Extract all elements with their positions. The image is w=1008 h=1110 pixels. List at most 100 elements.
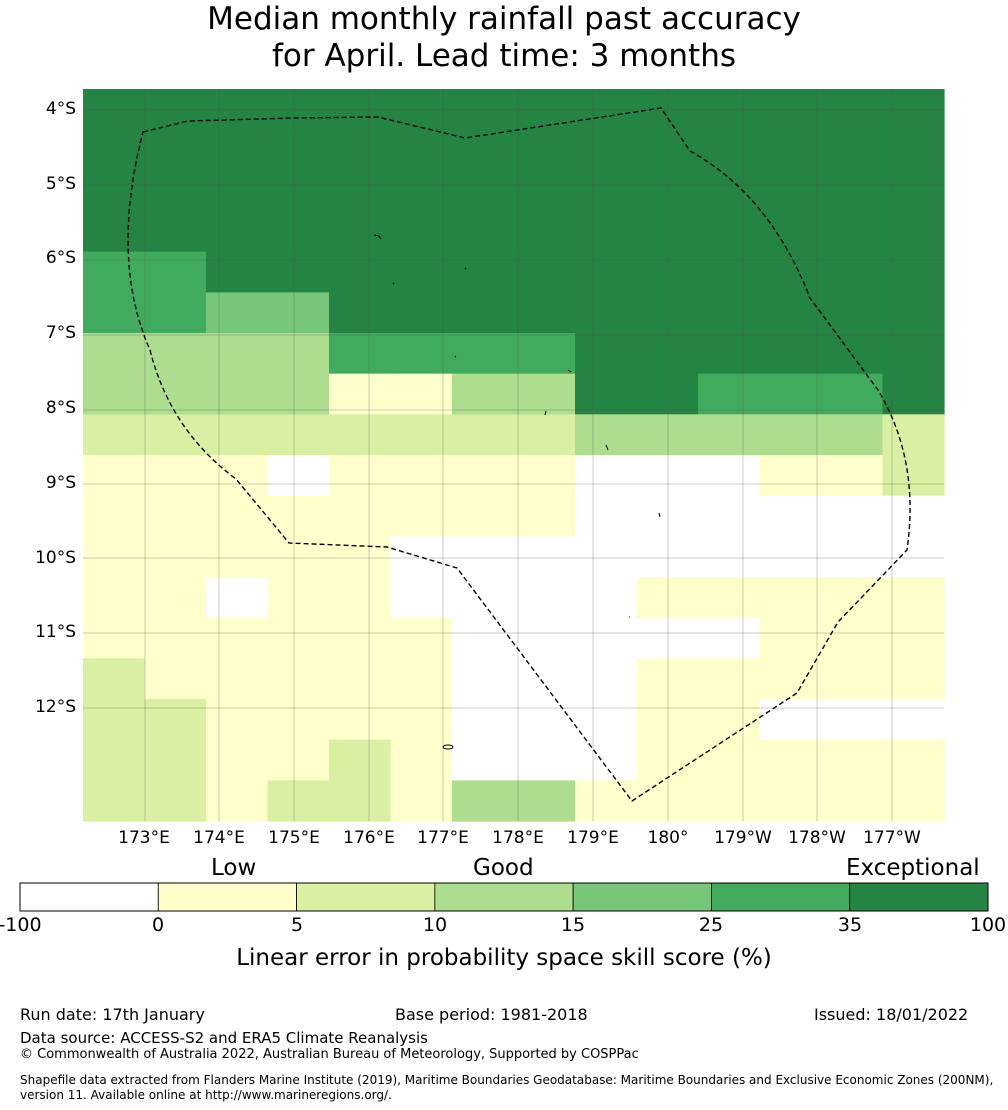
skill-cell	[513, 211, 576, 253]
skill-cell	[144, 739, 207, 781]
lat-label: 4°S	[45, 99, 76, 119]
skill-cell	[83, 333, 146, 375]
skill-cell	[882, 536, 945, 578]
skill-cell	[575, 251, 638, 293]
skill-cell	[83, 617, 146, 659]
skill-cell	[390, 699, 453, 741]
skill-cell	[698, 617, 761, 659]
lat-label: 12°S	[35, 697, 76, 717]
lat-label: 9°S	[45, 473, 76, 493]
skill-cell	[83, 495, 146, 537]
skill-cell	[390, 170, 453, 212]
skill-cell	[390, 617, 453, 659]
skill-cell	[575, 170, 638, 212]
colorbar-tick-label: 5	[290, 914, 304, 936]
skill-cell	[329, 577, 392, 619]
lon-label: 179°E	[567, 828, 619, 848]
skill-cell	[821, 251, 884, 293]
skill-grid	[83, 89, 945, 822]
skill-cell	[882, 89, 945, 131]
skill-cell	[636, 170, 699, 212]
colorbar-bin	[572, 882, 712, 912]
skill-cell	[83, 455, 146, 497]
island-shape	[567, 369, 572, 373]
skill-cell	[206, 333, 269, 375]
skill-cell	[390, 739, 453, 781]
lat-label: 5°S	[45, 174, 76, 194]
skill-cell	[636, 536, 699, 578]
skill-cell	[698, 780, 761, 822]
skill-cell	[882, 170, 945, 212]
skill-cell	[206, 577, 269, 619]
skill-cell	[267, 170, 330, 212]
skill-cell	[144, 333, 207, 375]
skill-cell	[759, 739, 822, 781]
skill-cell	[759, 292, 822, 334]
skill-cell	[636, 89, 699, 131]
map-gridlines	[83, 89, 944, 821]
issued-date: Issued: 18/01/2022	[814, 1005, 969, 1024]
skill-cell	[83, 373, 146, 415]
island-shape	[605, 444, 609, 451]
colorbar-bin	[19, 882, 159, 912]
skill-cell	[759, 780, 822, 822]
colorbar-bin	[157, 882, 297, 912]
skill-cell	[206, 617, 269, 659]
skill-cell	[267, 251, 330, 293]
skill-cell	[759, 617, 822, 659]
skill-cell	[513, 170, 576, 212]
skill-cell	[452, 536, 515, 578]
skill-cell	[206, 211, 269, 253]
skill-cell	[267, 780, 330, 822]
skill-cell	[698, 495, 761, 537]
skill-cell	[267, 455, 330, 497]
skill-cell	[452, 211, 515, 253]
skill-cell	[390, 333, 453, 375]
skill-cell	[759, 699, 822, 741]
colorbar-bin	[849, 882, 989, 912]
skill-cell	[575, 658, 638, 700]
colorbar-tick-label: 0	[151, 914, 165, 936]
lon-label: 179°W	[714, 828, 772, 848]
skill-cell	[759, 536, 822, 578]
skill-cell	[636, 455, 699, 497]
skill-cell	[329, 211, 392, 253]
lon-label: 180°	[647, 828, 689, 848]
skill-cell	[636, 617, 699, 659]
colorbar-bin	[296, 882, 436, 912]
skill-cell	[144, 373, 207, 415]
skill-cell	[513, 536, 576, 578]
chart-title-line-2: for April. Lead time: 3 months	[271, 38, 737, 74]
chart-title-line-1: Median monthly rainfall past accuracy	[207, 1, 801, 37]
skill-cell	[698, 455, 761, 497]
skill-cell	[83, 780, 146, 822]
skill-cell	[329, 170, 392, 212]
skill-cell	[759, 89, 822, 131]
skill-cell	[821, 699, 884, 741]
skill-cell	[821, 292, 884, 334]
skill-cell	[390, 89, 453, 131]
skill-cell	[329, 414, 392, 456]
skill-cell	[759, 495, 822, 537]
lon-label: 173°E	[118, 828, 170, 848]
skill-cell	[144, 170, 207, 212]
skill-cell	[882, 292, 945, 334]
skill-cell	[698, 739, 761, 781]
skill-cell	[882, 780, 945, 822]
skill-cell	[206, 89, 269, 131]
skill-cell	[513, 495, 576, 537]
skill-cell	[821, 658, 884, 700]
skill-cell	[513, 129, 576, 171]
skill-cell	[698, 699, 761, 741]
skill-cell	[759, 333, 822, 375]
lat-label: 7°S	[45, 323, 76, 343]
skill-cell	[144, 414, 207, 456]
skill-cell	[390, 536, 453, 578]
skill-cell	[83, 89, 146, 131]
skill-cell	[575, 129, 638, 171]
skill-cell	[636, 780, 699, 822]
skill-cell	[452, 577, 515, 619]
skill-cell	[267, 129, 330, 171]
skill-cell	[329, 658, 392, 700]
skill-cell	[759, 577, 822, 619]
